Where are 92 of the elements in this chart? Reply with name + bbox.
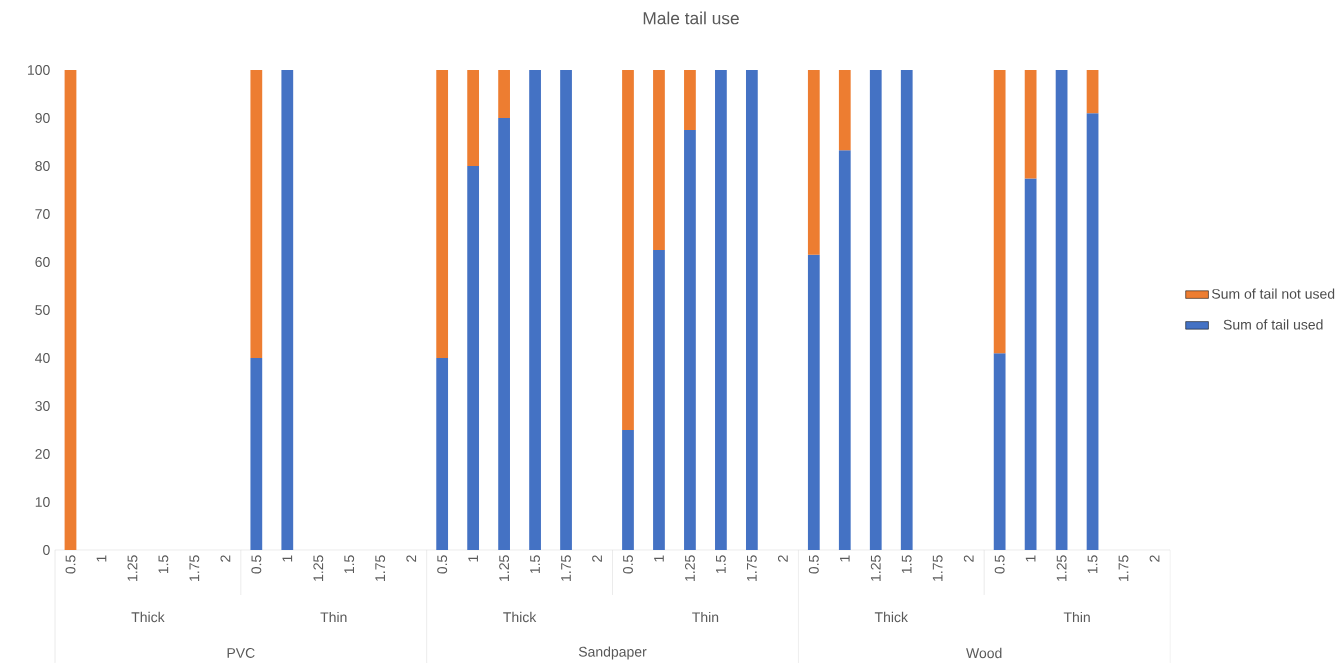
bar [529,69,541,550]
x-tick-label: 1.25 [127,555,138,581]
legend-label: Sum of tail used [1223,319,1323,330]
x-tick-label: 1.75 [189,555,200,581]
x-tick-label: 2 [592,555,602,562]
x-tick-label: 0.5 [251,555,262,574]
x-tick-label: 2 [1149,555,1160,562]
x-tick-label: 2 [963,555,974,562]
bar [653,69,665,250]
bar [622,429,634,550]
x-tick-label: 1 [468,555,478,562]
bar [498,69,510,118]
text: Sandpaper [578,646,647,660]
x-tick-label: 1.25 [313,555,324,581]
bar [653,249,665,550]
text: PVC [227,648,255,658]
bar [1024,69,1037,179]
bar [900,69,913,550]
text: Thin [692,611,719,623]
legend-label: Sum of tail not used [1212,288,1335,299]
bar [715,69,727,550]
x-tick-label: 0.5 [994,555,1005,574]
bar [436,69,449,358]
text: Thin [1063,611,1090,623]
bar [993,353,1006,550]
x-tick-label: 0.5 [437,555,448,574]
bar [1024,178,1037,550]
x-tick-label: 0.5 [808,555,819,574]
bar [838,150,851,550]
bar [745,69,758,550]
x-tick-label: 1.5 [158,555,169,574]
bar [1086,69,1099,114]
x-tick-label: 1.5 [344,555,355,574]
x-tick-label: 1.5 [901,555,912,574]
text: Thick [503,611,537,623]
x-tick-label: 2 [406,555,417,562]
bar [467,165,480,550]
bar [498,117,510,550]
y-tick-label: 50 [35,305,50,315]
x-tick-label: 1 [282,555,293,562]
x-tick-label: 1.75 [1118,555,1129,581]
text: Thick [874,611,908,623]
x-tick-label: 1 [839,555,850,562]
text: Thin [320,611,347,623]
y-tick-label: 90 [35,113,50,123]
bar [1055,69,1068,550]
x-tick-label: 2 [220,555,231,562]
bar [684,69,696,130]
x-tick-label: 1.25 [870,555,881,581]
text: Thick [131,611,165,623]
bar [250,69,263,358]
x-tick-label: 1 [96,555,107,562]
bar [1086,113,1099,550]
bar [467,69,480,166]
bar [250,357,263,550]
bar [993,69,1006,354]
x-tick-label: 1 [1025,555,1036,562]
y-tick-label: 60 [35,257,50,267]
bar [869,69,882,550]
x-tick-label: 1.5 [1087,555,1098,574]
y-tick-label: 70 [35,209,50,219]
bar [838,69,851,151]
y-tick-label: 80 [35,161,50,171]
x-tick-label: 1 [654,555,664,562]
y-tick-label: 30 [35,401,50,411]
bar [622,69,634,430]
bar [807,69,820,255]
y-tick-label: 20 [35,449,50,459]
text: Wood [966,647,1002,659]
bar [807,254,820,550]
bar [281,69,294,550]
bar [64,69,77,550]
bar [560,69,572,550]
x-tick-label: 2 [777,555,788,562]
x-tick-label: 0.5 [65,555,76,574]
x-tick-label: 1.5 [530,555,540,574]
bar [436,357,449,550]
x-tick-label: 1.75 [375,555,386,581]
x-tick-label: 1.25 [684,555,695,581]
x-tick-label: 1.25 [1056,555,1067,581]
x-tick-label: 1.75 [932,555,943,581]
x-tick-label: 1.75 [561,555,571,581]
x-tick-label: 1.75 [747,555,757,581]
y-tick-label: 10 [35,497,50,507]
x-tick-label: 0.5 [623,555,633,574]
y-tick-label: 0 [43,545,50,555]
y-tick-label: 40 [35,353,50,363]
chart-title: Male tail use [643,11,739,25]
bar [684,129,696,550]
x-tick-label: 1.25 [499,555,510,581]
x-tick-label: 1.5 [716,555,726,574]
y-tick-label: 100 [28,65,50,75]
